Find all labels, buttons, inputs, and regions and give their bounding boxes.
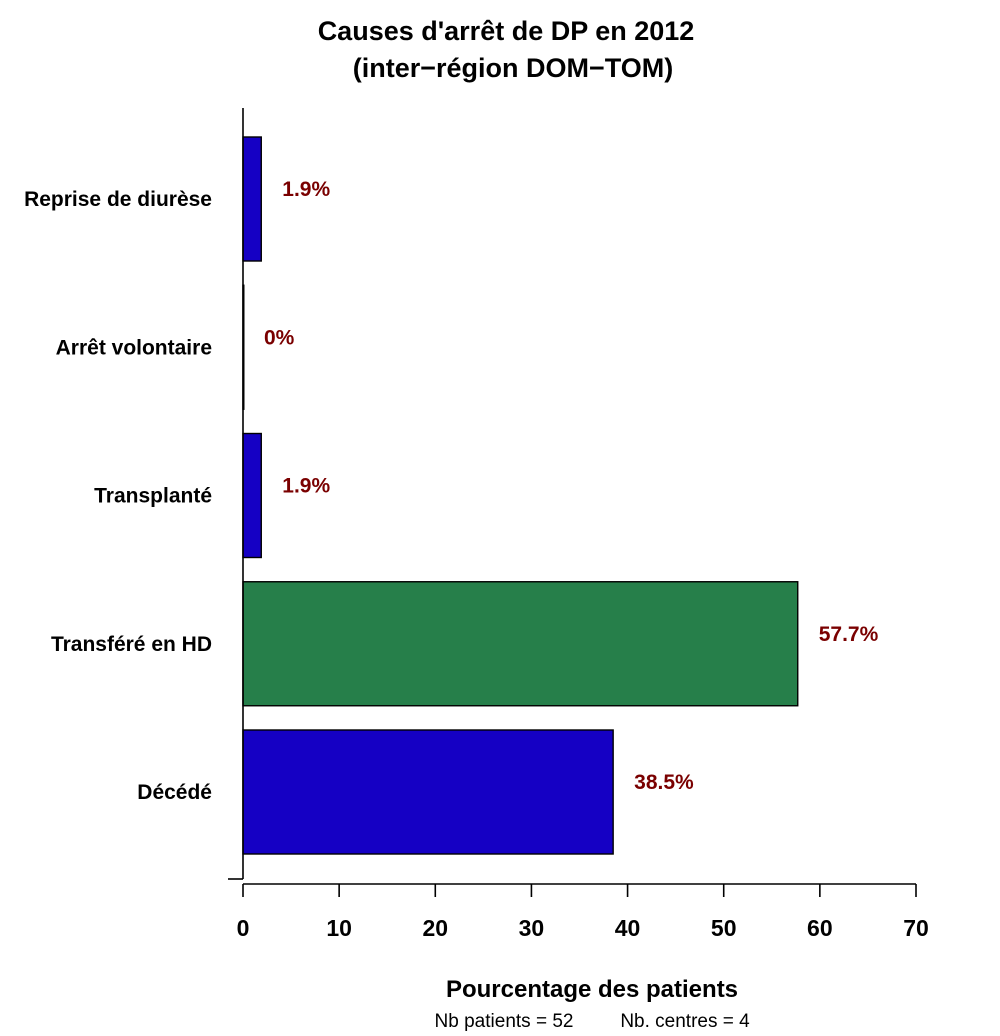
bar-reprise-de-diurese bbox=[242, 136, 262, 262]
value-label-transfere-en-hd: 57.7% bbox=[819, 623, 879, 646]
chart-title: Causes d'arrêt de DP en 2012 bbox=[318, 16, 695, 46]
value-label-decede: 38.5% bbox=[634, 771, 694, 794]
bar-transfere-en-hd bbox=[242, 581, 799, 707]
x-tick-label-30: 30 bbox=[519, 915, 545, 941]
value-label-transplante: 1.9% bbox=[282, 475, 330, 498]
x-tick-label-70: 70 bbox=[903, 915, 929, 941]
x-tick-label-10: 10 bbox=[326, 915, 352, 941]
x-axis-label: Pourcentage des patients bbox=[446, 976, 738, 1003]
x-axis-ticks: 0 10 20 30 40 50 60 70 bbox=[237, 884, 929, 941]
value-label-reprise-de-diurese: 1.9% bbox=[282, 178, 330, 201]
category-label-reprise-de-diurese: Reprise de diurèse bbox=[24, 188, 212, 211]
value-label-arret-volontaire: 0% bbox=[264, 326, 295, 349]
value-labels: 1.9% 0% 1.9% 57.7% 38.5% bbox=[264, 178, 879, 794]
bar-decede bbox=[242, 729, 614, 855]
chart-subtitle: (inter−région DOM−TOM) bbox=[353, 53, 674, 83]
centres-count-note: Nb. centres = 4 bbox=[620, 1011, 750, 1032]
x-tick-label-60: 60 bbox=[807, 915, 833, 941]
bar-transplante bbox=[242, 432, 262, 559]
x-tick-label-50: 50 bbox=[711, 915, 737, 941]
bars-group bbox=[242, 136, 799, 855]
x-tick-label-20: 20 bbox=[422, 915, 448, 941]
category-label-transplante: Transplanté bbox=[94, 485, 212, 508]
category-label-decede: Décédé bbox=[137, 781, 212, 804]
category-label-arret-volontaire: Arrêt volontaire bbox=[56, 336, 212, 359]
x-tick-label-0: 0 bbox=[237, 915, 250, 941]
category-label-transfere-en-hd: Transféré en HD bbox=[51, 633, 212, 656]
patients-count-note: Nb patients = 52 bbox=[435, 1011, 574, 1032]
category-labels: Reprise de diurèse Arrêt volontaire Transp… bbox=[24, 188, 212, 804]
x-tick-label-40: 40 bbox=[615, 915, 641, 941]
